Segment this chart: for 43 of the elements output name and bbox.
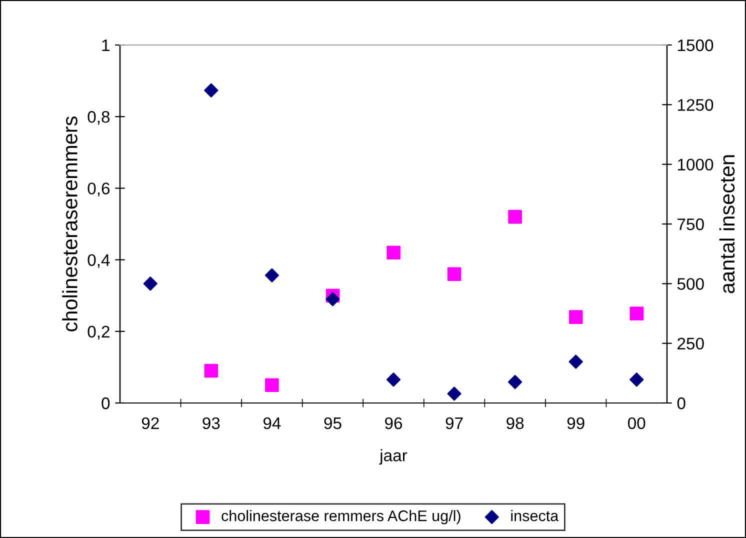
- y-tick-label: 0,6: [88, 182, 110, 196]
- point: [264, 268, 280, 282]
- x-tick-label: 97: [446, 417, 463, 430]
- x-tick-label: 92: [142, 417, 159, 430]
- y2-tick-label: 1250: [678, 99, 714, 111]
- y2-tick-label: 250: [678, 338, 704, 350]
- point: [386, 246, 400, 260]
- y2-tick-label: 1000: [678, 158, 714, 171]
- y2-tick-label: 500: [677, 278, 704, 290]
- point: [630, 306, 644, 320]
- x-tick-label: 95: [324, 417, 342, 430]
- point: [508, 374, 522, 390]
- x-tick-label: 99: [567, 417, 584, 430]
- point: [143, 276, 158, 291]
- y2-tick-label: 750: [678, 218, 704, 230]
- point: [568, 354, 583, 369]
- x-tick-label: 98: [506, 417, 524, 430]
- legend-label: insecta: [511, 510, 559, 522]
- point: [447, 386, 462, 401]
- y-tick-label: 0,2: [88, 326, 110, 340]
- y2-axis-title: aantal insecten: [719, 155, 735, 294]
- point: [386, 372, 401, 387]
- point: [568, 310, 583, 324]
- point: [204, 364, 218, 378]
- point: [447, 267, 462, 282]
- y2-tick-label: 0: [677, 397, 686, 410]
- y-axis-title: cholinesteraseremmers: [62, 116, 78, 332]
- point: [326, 292, 340, 306]
- point: [630, 372, 644, 387]
- y-tick-label: 0,8: [88, 111, 110, 125]
- legend-label: cholinesterase remmers AChE ug/l): [222, 510, 460, 524]
- x-tick-label: 00: [628, 417, 646, 430]
- point: [508, 210, 522, 224]
- point: [204, 83, 218, 98]
- x-axis-title: jaar: [379, 449, 408, 465]
- x-tick-label: 94: [263, 417, 281, 430]
- y-tick-label: 1: [102, 40, 110, 52]
- y-tick-label: 0,4: [88, 254, 110, 268]
- x-tick-label: 93: [202, 417, 220, 430]
- x-tick-label: 96: [385, 417, 402, 430]
- y-tick-label: 0: [102, 397, 110, 410]
- point: [265, 378, 279, 392]
- y2-tick-label: 1500: [678, 39, 714, 52]
